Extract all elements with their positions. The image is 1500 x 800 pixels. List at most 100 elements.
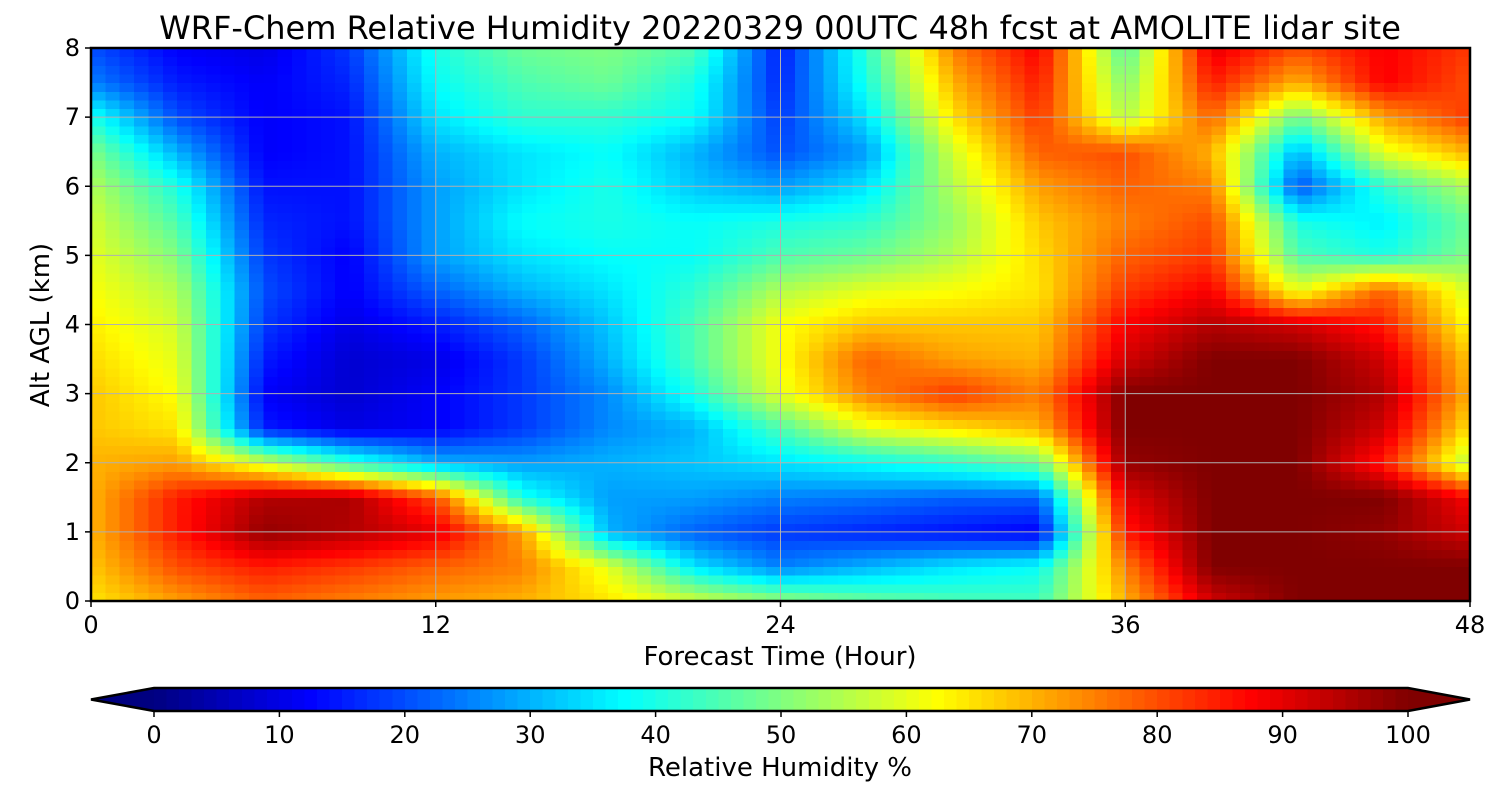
rh-cell: [593, 350, 609, 360]
rh-cell: [105, 143, 121, 153]
rh-cell: [363, 160, 379, 170]
rh-cell: [1383, 333, 1399, 343]
rh-cell: [407, 523, 422, 533]
rh-cell: [1268, 454, 1284, 464]
rh-cell: [134, 488, 150, 498]
rh-cell: [1326, 298, 1342, 308]
rh-cell: [119, 255, 135, 265]
rh-cell: [306, 212, 322, 222]
rh-cell: [866, 566, 882, 576]
rh-cell: [1211, 298, 1227, 308]
rh-cell: [1153, 402, 1169, 412]
rh-cell: [220, 557, 236, 568]
rh-cell: [1369, 436, 1385, 447]
rh-cell: [1326, 549, 1342, 559]
rh-cell: [995, 384, 1011, 395]
rh-cell: [1326, 151, 1342, 161]
rh-cell: [105, 557, 121, 568]
rh-cell: [1398, 168, 1414, 179]
rh-cell: [837, 583, 853, 593]
rh-cell: [981, 402, 997, 412]
rh-cell: [1283, 298, 1299, 308]
rh-cell: [507, 220, 523, 231]
rh-cell: [550, 246, 566, 256]
rh-cell: [1139, 160, 1155, 170]
rh-cell: [521, 557, 537, 568]
rh-cell: [536, 186, 552, 196]
rh-cell: [1153, 471, 1169, 481]
rh-cell: [1268, 540, 1284, 550]
rh-cell: [1426, 514, 1442, 524]
rh-cell: [1311, 445, 1327, 455]
rh-cell: [837, 151, 853, 161]
rh-cell: [895, 151, 911, 161]
rh-cell: [766, 462, 782, 472]
rh-cell: [809, 410, 825, 421]
rh-cell: [320, 212, 336, 222]
rh-cell: [881, 505, 897, 516]
rh-cell: [277, 462, 293, 472]
rh-cell: [378, 298, 394, 308]
rh-cell: [1240, 238, 1256, 248]
rh-cell: [766, 186, 782, 196]
rh-cell: [234, 531, 250, 542]
rh-cell: [205, 289, 221, 300]
rh-cell: [220, 488, 236, 498]
rh-cell: [507, 454, 523, 464]
rh-cell: [651, 212, 667, 222]
rh-cell: [1240, 454, 1256, 464]
rh-cell: [191, 445, 207, 455]
rh-cell: [1268, 333, 1284, 343]
rh-cell: [565, 238, 580, 248]
rh-cell: [1067, 445, 1083, 455]
rh-cell: [766, 212, 782, 222]
rh-cell: [1139, 238, 1155, 248]
rh-cell: [349, 376, 365, 386]
rh-cell: [766, 454, 782, 464]
rh-cell: [1254, 212, 1270, 222]
rh-cell: [177, 212, 193, 222]
rh-cell: [392, 333, 408, 343]
rh-cell: [1182, 177, 1198, 187]
rh-cell: [1326, 514, 1342, 524]
rh-cell: [1168, 246, 1184, 256]
rh-cell: [837, 454, 853, 464]
rh-cell: [148, 186, 164, 196]
rh-cell: [91, 298, 106, 308]
rh-cell: [766, 540, 782, 550]
rh-cell: [837, 480, 853, 490]
rh-cell: [565, 350, 580, 360]
rh-cell: [177, 194, 193, 205]
rh-cell: [119, 540, 135, 550]
rh-cell: [550, 298, 566, 308]
rh-cell: [1426, 151, 1442, 161]
rh-cell: [1383, 523, 1399, 533]
rh-cell: [1053, 186, 1069, 196]
rh-cell: [234, 419, 250, 429]
rh-cell: [723, 238, 738, 248]
rh-cell: [1053, 592, 1069, 602]
rh-cell: [1441, 428, 1457, 438]
rh-cell: [507, 272, 523, 282]
rh-cell: [521, 428, 537, 438]
rh-cell: [105, 436, 121, 447]
rh-cell: [909, 566, 925, 576]
rh-cell: [794, 419, 810, 429]
rh-cell: [363, 194, 379, 205]
rh-cell: [1082, 367, 1098, 377]
rh-cell: [464, 514, 480, 524]
rh-cell: [694, 454, 710, 464]
rh-cell: [1053, 367, 1069, 377]
rh-cell: [1139, 462, 1155, 472]
rh-cell: [1398, 583, 1414, 593]
rh-cell: [1225, 540, 1241, 550]
rh-cell: [981, 367, 997, 377]
rh-cell: [536, 497, 552, 507]
rh-cell: [1455, 264, 1471, 274]
rh-cell: [967, 583, 983, 593]
rh-cell: [407, 592, 422, 602]
rh-cell: [464, 160, 480, 170]
rh-cell: [134, 264, 150, 274]
rh-cell: [464, 531, 480, 542]
rh-cell: [1211, 393, 1227, 403]
